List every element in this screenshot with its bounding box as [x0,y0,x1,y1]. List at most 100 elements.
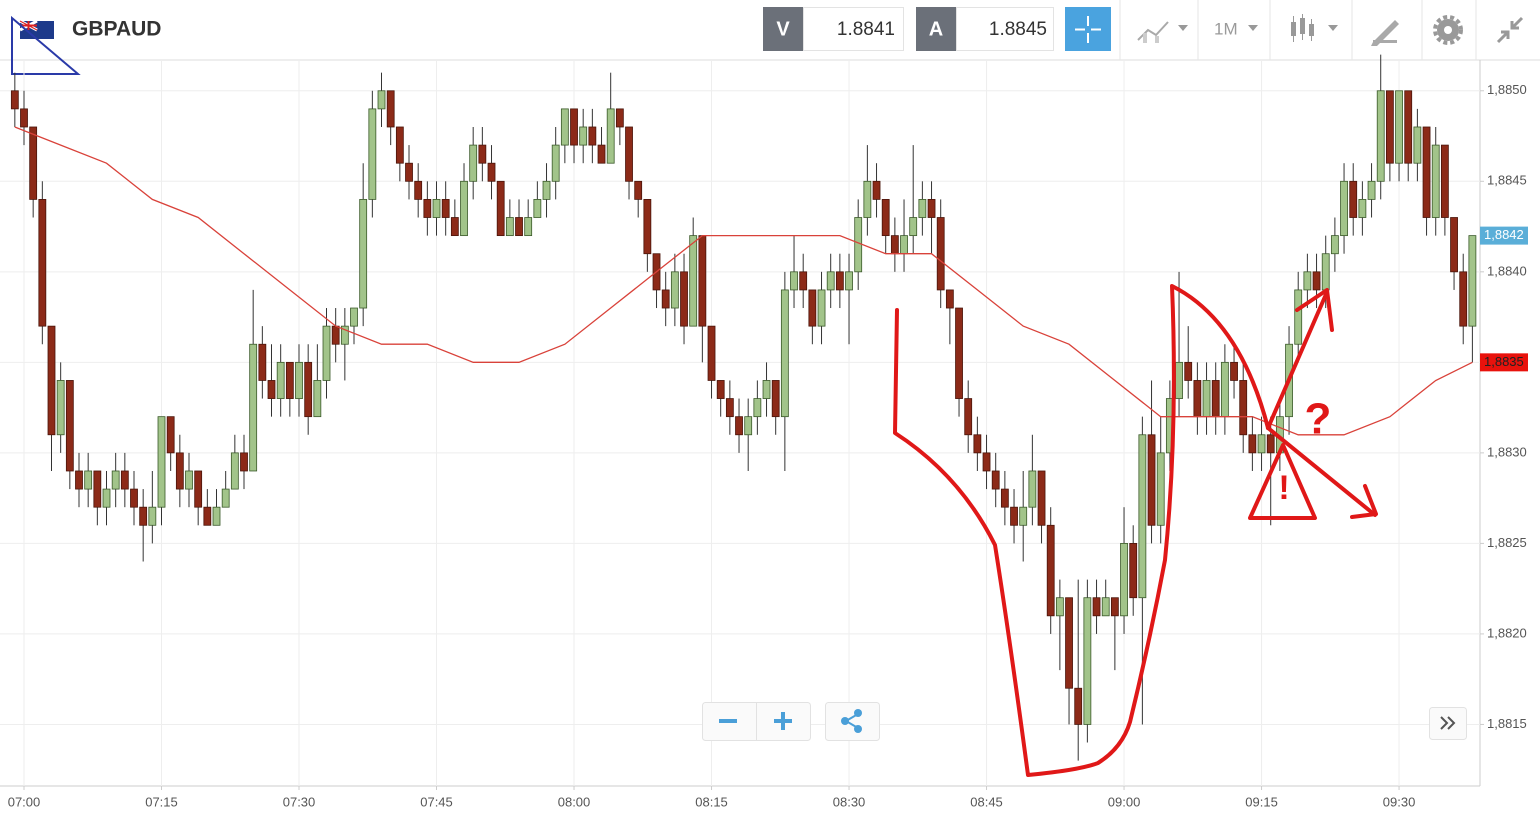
candle-body [1147,434,1156,526]
annotation-question: ? [1305,395,1332,444]
ask-button[interactable] [916,7,956,51]
candle-body [542,180,551,200]
candle-body [359,199,368,309]
candle-body [1404,90,1413,164]
bid-button[interactable] [763,7,803,51]
candle-body [881,199,890,237]
candle-body [845,271,853,291]
settings-button[interactable] [1433,15,1463,45]
zoom-out[interactable] [719,719,737,723]
scroll-right-button[interactable] [1429,707,1467,740]
candle-body [1239,380,1248,436]
candle-body [285,361,294,399]
candle-body [1220,361,1229,418]
candle-body [20,108,28,128]
candle-body [65,380,74,472]
candle-body [102,488,111,508]
candle-body [267,380,276,399]
candle-body [1230,361,1238,381]
collapse-button[interactable] [1496,16,1524,44]
candle-body [927,199,936,218]
bid-box [803,7,904,51]
candle-body [1175,361,1183,399]
candle-body [1459,271,1468,327]
candle-body [432,199,441,218]
x-tick-label: 09:30 [1383,794,1416,809]
candle-body [212,506,221,526]
ask-box [956,7,1054,51]
candle-body [744,416,753,436]
candle-body [29,126,38,200]
candle-body [405,162,413,182]
candle-body [1184,361,1193,381]
candle-body [1120,542,1128,617]
x-tick-label: 08:00 [558,794,591,809]
candle-body [597,144,606,164]
candle-body [496,180,505,237]
candle-body [221,488,230,508]
candle-body [469,144,478,182]
x-tick-label: 07:00 [8,794,41,809]
candle-body [322,325,331,381]
crosshair-button[interactable] [1065,7,1111,51]
candle-body [1422,126,1431,218]
candle-body [38,199,47,327]
x-tick-label: 07:45 [420,794,453,809]
candle-body [258,343,267,381]
candle-body [560,108,569,146]
candle-body [790,271,798,291]
candle-body [166,416,175,454]
candle-body [735,416,743,436]
zoom-controls [702,702,811,741]
candle-body [826,271,835,291]
drawn-triangle [11,15,81,75]
chart-type-button[interactable] [1291,14,1338,42]
candle-body [111,470,120,490]
candle-body [1129,542,1138,599]
candle-body [1202,380,1211,418]
candle-body [1110,597,1119,617]
candle-body [505,217,514,237]
bid-label: V [776,18,790,40]
candle-body [1074,687,1083,725]
indicator-button[interactable] [1137,21,1188,43]
candle-body [130,488,138,508]
candle-body [1468,235,1477,327]
candle-body [1385,90,1394,164]
candle-body [1321,253,1330,291]
candle-body [698,235,707,327]
candle-body [634,180,643,200]
candle-body [854,217,863,273]
candle-body [1340,180,1348,237]
timeframe-arrow [1248,25,1258,31]
candle-body [716,380,725,399]
candle-body [1156,452,1165,526]
candle-body [84,470,93,490]
candle-body [1303,271,1312,291]
candle-body [1092,597,1101,617]
candle-body [194,470,203,508]
candle-body [606,108,615,164]
candle-body [93,470,102,508]
candle-body [964,398,973,436]
candle-body [1266,434,1275,454]
y-tick-label: 1,8815 [1487,716,1527,731]
candle-body [890,235,899,255]
y-tick-label: 1,8830 [1487,444,1527,459]
candle-body [533,199,542,218]
candle-body [579,126,588,146]
candle-body [1312,271,1321,291]
candle-body [808,289,817,327]
zoom-in[interactable] [774,712,792,730]
candle-body [1000,488,1009,508]
candle-body [643,199,652,255]
share-button[interactable] [825,702,880,741]
candle-body [1028,470,1037,508]
draw-button[interactable] [1371,20,1399,46]
candle-body [1349,180,1358,218]
candle-body [1376,90,1385,182]
candle-body [900,235,908,255]
candle-body [56,380,65,436]
timeframe[interactable]: 1M [1214,19,1238,38]
